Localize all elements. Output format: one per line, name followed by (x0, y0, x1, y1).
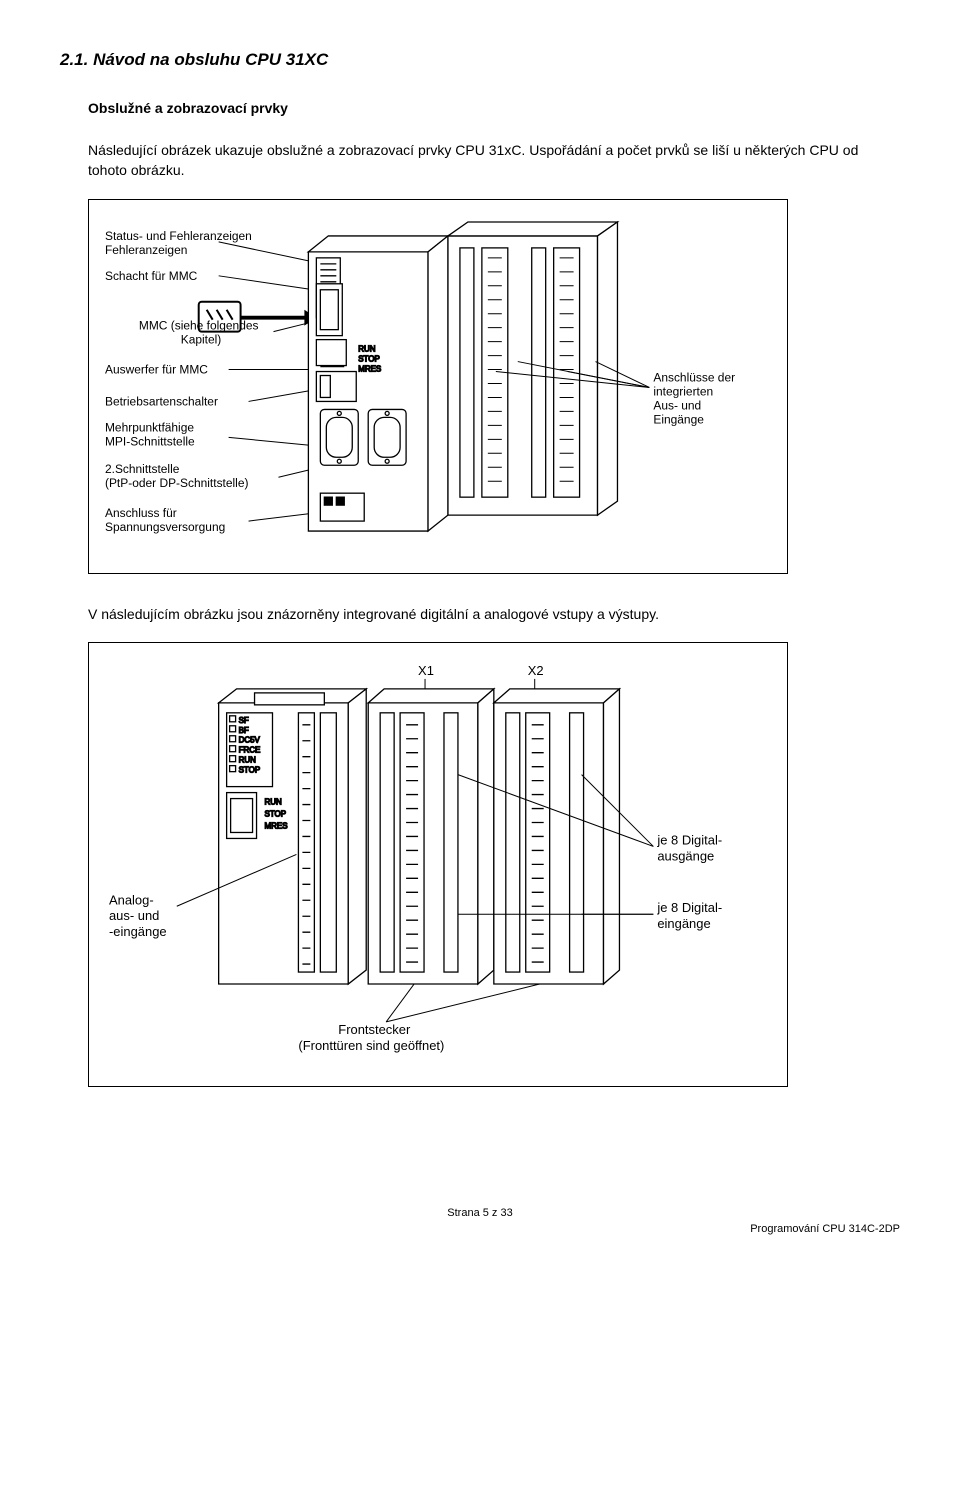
f2-cpu: SF BF DC5V FRCE RUN STOP RUN STOP MRES (219, 689, 367, 984)
svg-text:Spannungsversorgung: Spannungsversorgung (105, 520, 225, 534)
svg-text:integrierten: integrierten (653, 384, 713, 398)
paragraph-1: Následující obrázek ukazuje obslužné a z… (88, 140, 900, 181)
svg-text:Eingänge: Eingänge (653, 412, 704, 426)
figure-2-svg: X1 X2 SF BF DC5V FRCE RUN STOP RUN STOP … (99, 655, 777, 1074)
svg-text:SF: SF (239, 716, 249, 725)
svg-text:STOP: STOP (265, 809, 287, 818)
figure-1-svg: Status- und Fehleranzeigen Fehleranzeige… (99, 212, 777, 561)
svg-text:RUN: RUN (265, 797, 283, 806)
svg-text:Aus- und: Aus- und (653, 398, 701, 412)
f2-x1: X1 (418, 663, 434, 678)
svg-text:RUN: RUN (239, 756, 257, 765)
figure-2-frame: X1 X2 SF BF DC5V FRCE RUN STOP RUN STOP … (88, 642, 788, 1087)
f1-label-mpi: Mehrpunktfähige (105, 420, 194, 434)
paragraph-2: V následujícím obrázku jsou znázorněny i… (88, 604, 900, 624)
f1-label-power: Anschluss für (105, 506, 177, 520)
svg-text:aus- und: aus- und (109, 908, 159, 923)
f1-label-status: Status- und Fehleranzeigen (105, 229, 252, 243)
f1-label-schacht: Schacht für MMC (105, 268, 198, 282)
svg-text:FRCE: FRCE (239, 746, 261, 755)
f1-label-io: Anschlüsse der (653, 370, 735, 384)
svg-text:MRES: MRES (265, 821, 288, 830)
svg-text:ausgänge: ausgänge (657, 848, 714, 863)
svg-text:BF: BF (239, 726, 249, 735)
f2-label-analog: Analog- (109, 892, 154, 907)
f2-label-do: je 8 Digital- (656, 832, 722, 847)
svg-text:MRES: MRES (358, 364, 381, 373)
svg-text:RUN: RUN (358, 344, 376, 353)
f2-label-di: je 8 Digital- (656, 900, 722, 915)
io-modules (448, 222, 617, 515)
svg-text:Kapitel): Kapitel) (181, 332, 222, 346)
page-heading: 2.1. Návod na obsluhu CPU 31XC (60, 50, 900, 70)
svg-text:MPI-Schnittstelle: MPI-Schnittstelle (105, 434, 195, 448)
f1-label-auswerfer: Auswerfer für MMC (105, 362, 208, 376)
svg-text:(Fronttüren sind geöffnet): (Fronttüren sind geöffnet) (298, 1038, 444, 1053)
svg-text:-eingänge: -eingänge (109, 924, 167, 939)
cpu-body: RUN STOP MRES (308, 236, 448, 531)
f2-module-x2 (494, 689, 620, 984)
svg-text:(PtP-oder DP-Schnittstelle): (PtP-oder DP-Schnittstelle) (105, 476, 249, 490)
page-footer: Strana 5 z 33 Programování CPU 314C-2DP (60, 1207, 900, 1235)
f1-label-betrieb: Betriebsartenschalter (105, 394, 218, 408)
f2-module-x1 (368, 689, 494, 984)
f2-x2: X2 (528, 663, 544, 678)
svg-text:STOP: STOP (239, 766, 261, 775)
svg-text:STOP: STOP (358, 354, 380, 363)
svg-text:eingänge: eingänge (657, 916, 710, 931)
figure-1-frame: Status- und Fehleranzeigen Fehleranzeige… (88, 199, 788, 574)
footer-doc-title: Programování CPU 314C-2DP (60, 1223, 900, 1235)
svg-text:DC5V: DC5V (239, 736, 261, 745)
f1-label-2schnitt: 2.Schnittstelle (105, 462, 180, 476)
svg-text:Fehleranzeigen: Fehleranzeigen (105, 242, 187, 256)
f2-label-front: Frontstecker (338, 1022, 411, 1037)
page-subheading: Obslužné a zobrazovací prvky (88, 100, 900, 116)
footer-page-number: Strana 5 z 33 (60, 1207, 900, 1219)
